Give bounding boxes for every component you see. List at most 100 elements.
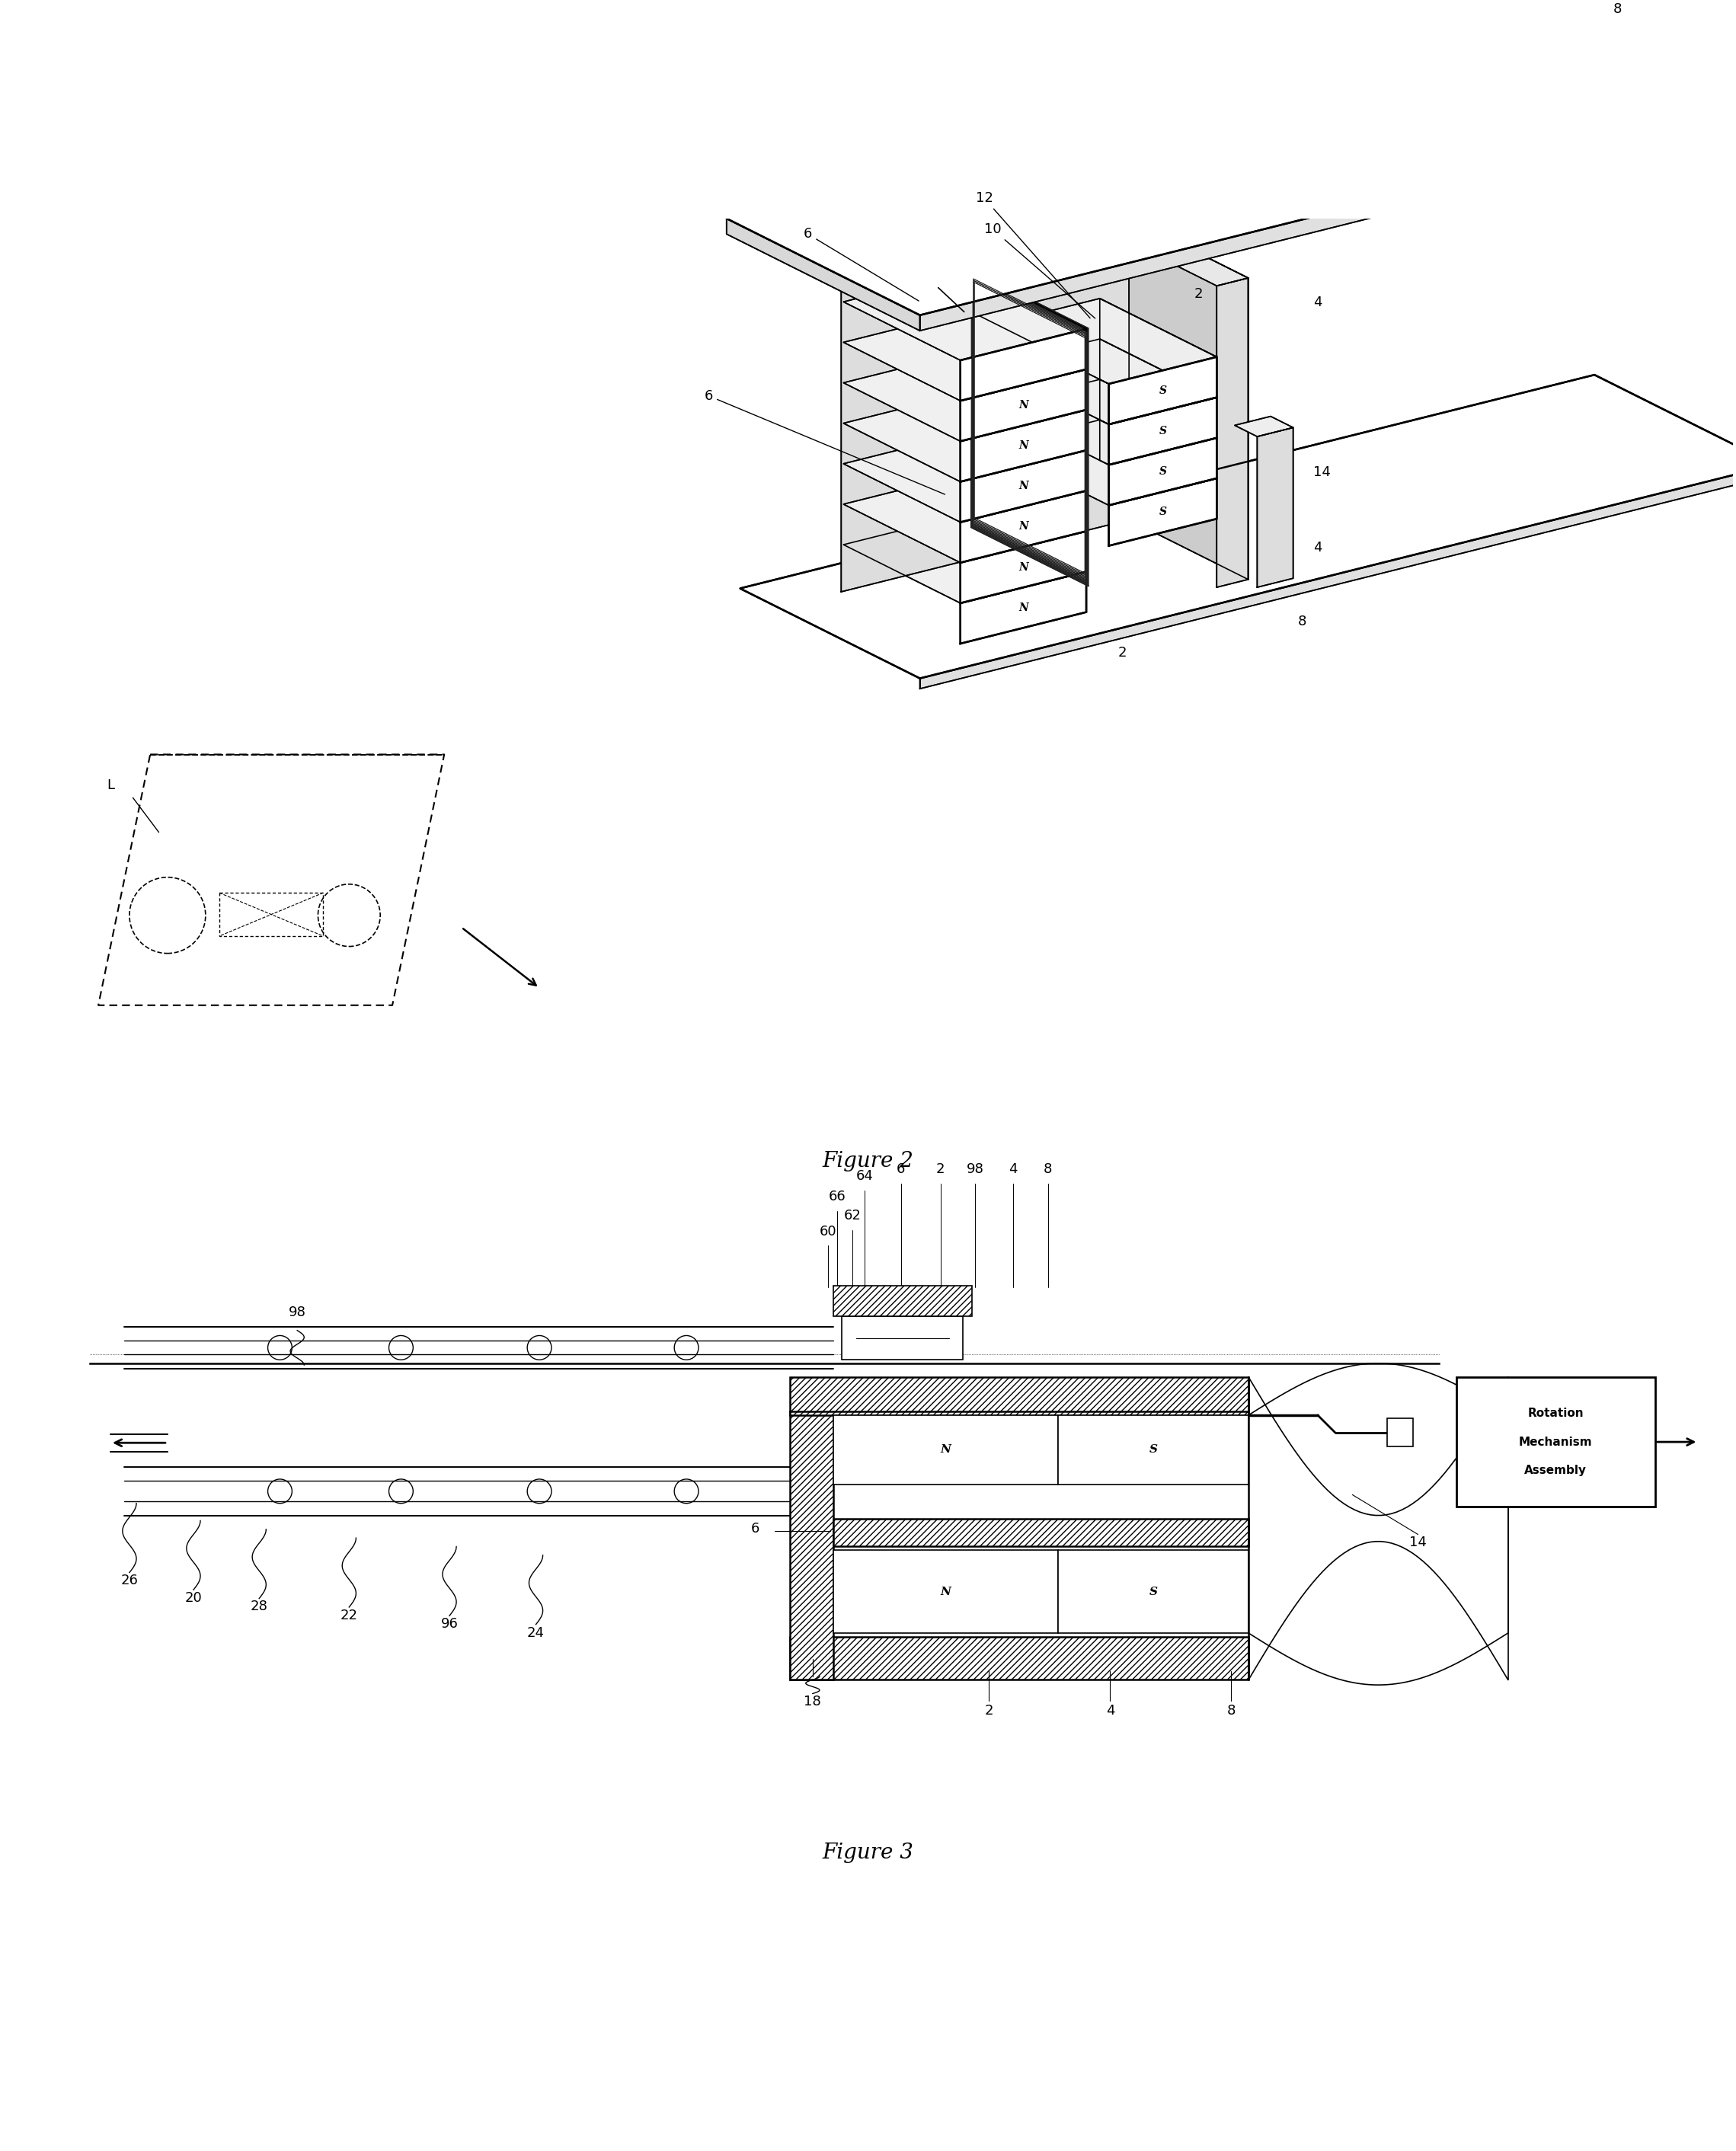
Text: 4: 4	[1009, 1162, 1017, 1177]
Polygon shape	[991, 379, 1217, 465]
Text: 18: 18	[804, 1695, 821, 1708]
Text: 10: 10	[984, 222, 1095, 318]
Polygon shape	[969, 514, 1087, 613]
Text: 2: 2	[936, 1162, 944, 1177]
Polygon shape	[960, 450, 1087, 523]
Polygon shape	[844, 514, 1087, 602]
Polygon shape	[969, 473, 1087, 572]
Text: S: S	[1149, 1445, 1158, 1454]
Text: S: S	[1160, 385, 1167, 396]
Polygon shape	[1104, 206, 1248, 579]
Polygon shape	[844, 271, 1087, 361]
Bar	[833, 1415, 1059, 1484]
Polygon shape	[960, 531, 1087, 602]
Bar	[790, 1637, 1248, 1680]
Text: 14: 14	[1314, 465, 1332, 480]
Text: 8: 8	[1043, 1162, 1052, 1177]
Text: Assembly: Assembly	[1524, 1465, 1587, 1476]
Text: 12: 12	[976, 191, 1090, 318]
Polygon shape	[844, 432, 1087, 523]
Polygon shape	[960, 370, 1087, 441]
Text: 6: 6	[896, 1162, 904, 1177]
Text: 98: 98	[967, 1162, 984, 1177]
Text: N: N	[1019, 561, 1028, 572]
Text: Rotation: Rotation	[1528, 1407, 1583, 1420]
Text: 6: 6	[804, 228, 918, 301]
Polygon shape	[920, 465, 1736, 688]
Text: N: N	[1019, 400, 1028, 411]
Bar	[842, 1316, 963, 1359]
Polygon shape	[1109, 439, 1217, 505]
Polygon shape	[991, 299, 1217, 383]
Text: 8: 8	[1613, 2, 1621, 15]
Bar	[1059, 1551, 1248, 1633]
Polygon shape	[1121, 215, 1128, 521]
Text: 4: 4	[1106, 1704, 1115, 1716]
Polygon shape	[1109, 357, 1217, 424]
Text: 62: 62	[844, 1209, 861, 1222]
Polygon shape	[1101, 419, 1217, 518]
Bar	[790, 1377, 1248, 1415]
Text: N: N	[1019, 482, 1028, 493]
Text: Mechanism: Mechanism	[1519, 1437, 1592, 1448]
Bar	[1457, 1377, 1654, 1508]
Polygon shape	[1073, 206, 1248, 286]
Bar	[833, 1551, 1059, 1633]
Polygon shape	[991, 340, 1217, 424]
Text: 4: 4	[1312, 295, 1321, 310]
Text: N: N	[1019, 441, 1028, 452]
Text: 6: 6	[705, 389, 944, 495]
Text: N: N	[941, 1585, 951, 1596]
Bar	[833, 1286, 972, 1316]
Polygon shape	[1101, 299, 1217, 398]
Bar	[1059, 1415, 1248, 1484]
Text: S: S	[1160, 426, 1167, 437]
Text: 28: 28	[250, 1600, 267, 1613]
Polygon shape	[960, 409, 1087, 482]
Polygon shape	[991, 419, 1217, 505]
Text: 20: 20	[184, 1592, 201, 1605]
Text: 66: 66	[828, 1190, 845, 1205]
Text: 60: 60	[819, 1224, 837, 1239]
Text: 22: 22	[340, 1609, 358, 1622]
Text: 2: 2	[1118, 645, 1127, 660]
Polygon shape	[1217, 277, 1248, 587]
Text: S: S	[1160, 508, 1167, 518]
Polygon shape	[960, 490, 1087, 564]
Text: 26: 26	[122, 1575, 139, 1587]
Bar	[833, 1519, 1248, 1547]
Polygon shape	[969, 432, 1087, 531]
Polygon shape	[844, 473, 1087, 564]
Bar	[1387, 1420, 1413, 1445]
Text: Figure 3: Figure 3	[823, 1843, 913, 1863]
Polygon shape	[1101, 340, 1217, 439]
Polygon shape	[726, 219, 920, 331]
Polygon shape	[969, 312, 1087, 409]
Polygon shape	[1109, 478, 1217, 546]
Text: S: S	[1160, 467, 1167, 478]
Text: 24: 24	[528, 1626, 545, 1639]
Polygon shape	[1101, 379, 1217, 478]
Text: 14: 14	[1410, 1536, 1427, 1549]
Text: N: N	[1019, 521, 1028, 531]
Text: S: S	[1149, 1585, 1158, 1596]
Text: 4: 4	[1312, 540, 1321, 555]
Text: Figure 2: Figure 2	[823, 1151, 913, 1170]
Polygon shape	[835, 215, 1128, 290]
Polygon shape	[726, 4, 1736, 316]
Text: N: N	[1019, 359, 1028, 370]
Polygon shape	[969, 351, 1087, 450]
Polygon shape	[844, 312, 1087, 400]
Bar	[790, 1411, 833, 1680]
Polygon shape	[960, 572, 1087, 643]
Polygon shape	[1257, 428, 1293, 587]
Text: 98: 98	[288, 1306, 306, 1319]
Text: 96: 96	[441, 1618, 458, 1630]
Polygon shape	[1594, 374, 1736, 475]
Text: L: L	[106, 779, 115, 792]
Polygon shape	[969, 391, 1087, 490]
Text: 64: 64	[856, 1170, 873, 1183]
Polygon shape	[844, 391, 1087, 482]
Text: N: N	[1019, 602, 1028, 613]
Polygon shape	[842, 219, 1128, 592]
